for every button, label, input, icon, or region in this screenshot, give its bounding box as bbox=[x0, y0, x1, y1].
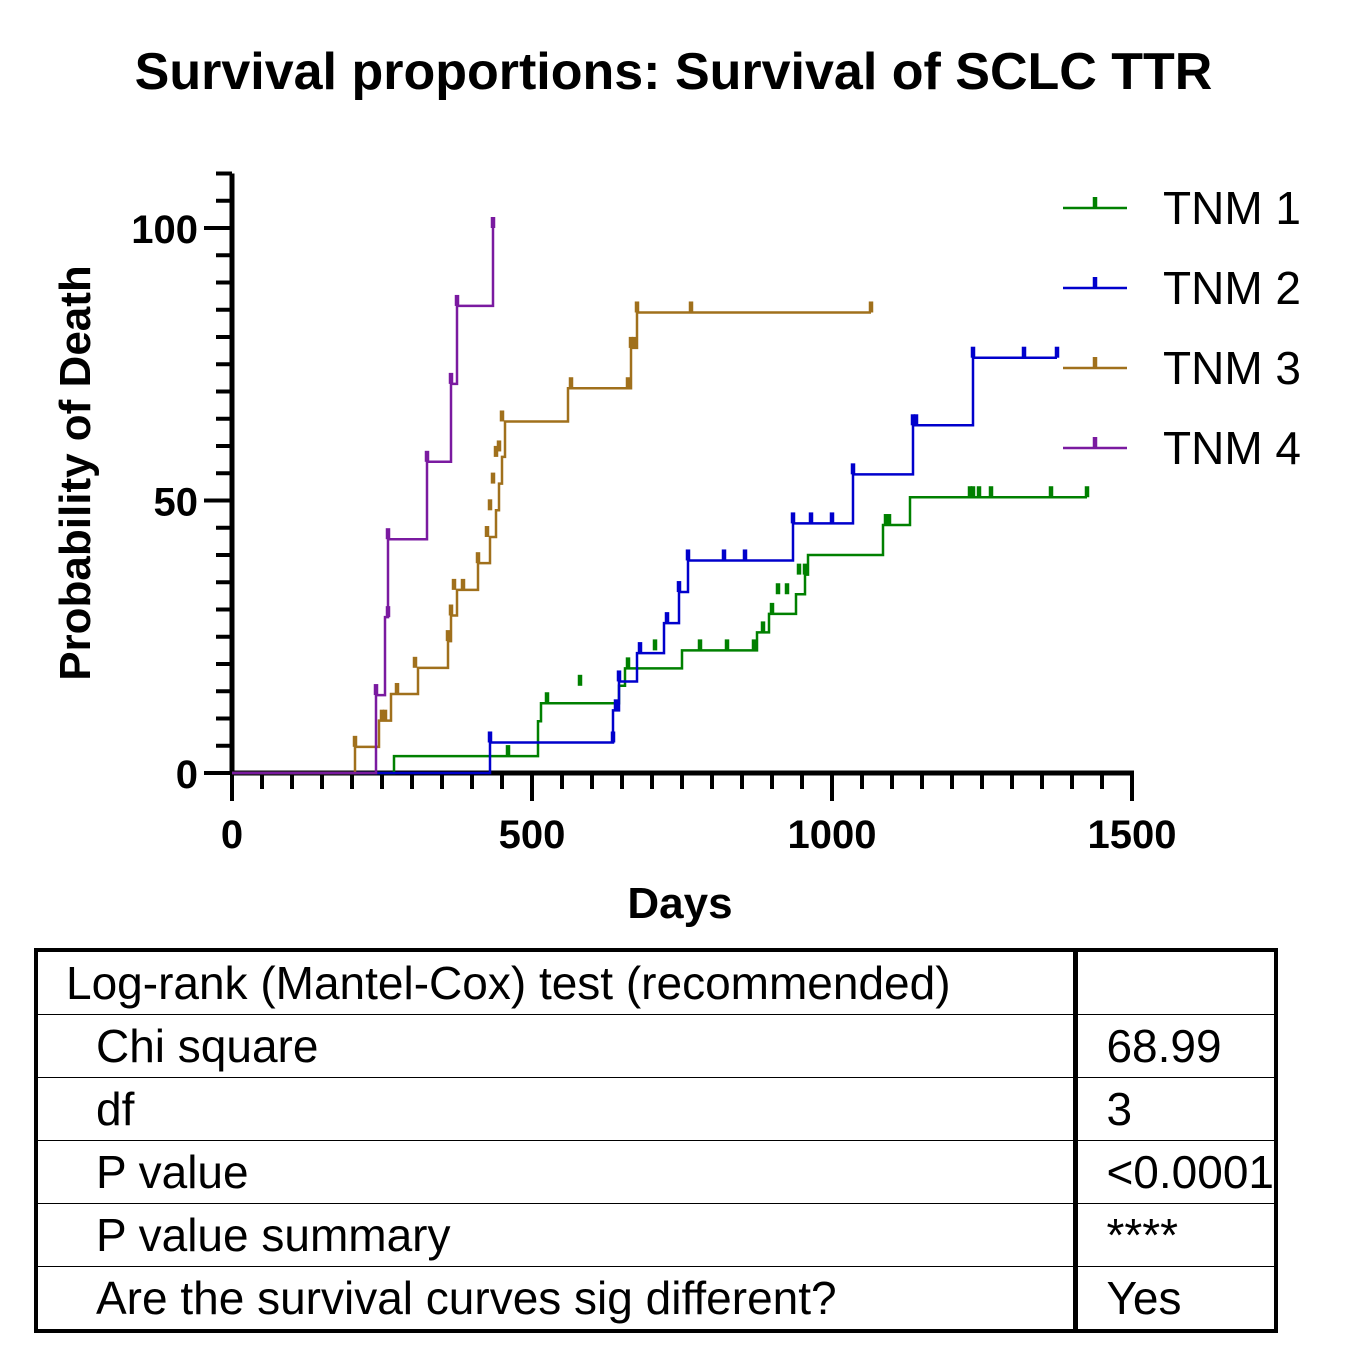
x-tick-label: 1000 bbox=[788, 813, 877, 857]
legend-item: TNM 1 bbox=[1063, 182, 1301, 234]
row-label: P value bbox=[36, 1140, 1076, 1204]
legend-label: TNM 3 bbox=[1163, 342, 1301, 394]
x-tick-label: 0 bbox=[221, 813, 243, 857]
legend-item: TNM 2 bbox=[1063, 262, 1301, 314]
row-label: P value summary bbox=[36, 1203, 1076, 1267]
table-header-row: Log-rank (Mantel-Cox) test (recommended) bbox=[36, 950, 1276, 1015]
series-lines bbox=[232, 217, 1090, 775]
table-row: P value <0.0001 bbox=[36, 1140, 1276, 1204]
log-rank-test-table: Log-rank (Mantel-Cox) test (recommended)… bbox=[34, 948, 1278, 1333]
legend-item: TNM 3 bbox=[1063, 342, 1301, 394]
legend-item: TNM 4 bbox=[1063, 422, 1301, 474]
table-row: df 3 bbox=[36, 1077, 1276, 1141]
row-label: Chi square bbox=[36, 1014, 1076, 1078]
row-label: Are the survival curves sig different? bbox=[36, 1266, 1076, 1331]
series-line-tnm-4 bbox=[232, 228, 495, 775]
row-label: Log-rank (Mantel-Cox) test (recommended) bbox=[66, 957, 951, 1009]
row-value: 68.99 bbox=[1073, 1014, 1276, 1078]
table-row: P value summary **** bbox=[36, 1203, 1276, 1267]
row-value: **** bbox=[1073, 1203, 1276, 1267]
row-value bbox=[1073, 950, 1276, 1015]
row-value: Yes bbox=[1073, 1266, 1276, 1331]
legend-label: TNM 4 bbox=[1163, 422, 1301, 474]
row-value: 3 bbox=[1073, 1077, 1276, 1141]
chart-title: Survival proportions: Survival of SCLC T… bbox=[134, 43, 1213, 101]
row-value: <0.0001 bbox=[1073, 1140, 1276, 1204]
legend-label: TNM 1 bbox=[1163, 182, 1301, 234]
y-axis-label: Probability of Death bbox=[51, 265, 100, 681]
legend-label: TNM 2 bbox=[1163, 262, 1301, 314]
series-line-tnm-2 bbox=[232, 356, 1057, 775]
table-row: Chi square 68.99 bbox=[36, 1014, 1276, 1078]
x-tick-label: 1500 bbox=[1088, 813, 1177, 857]
legend: TNM 1 TNM 2 TNM 3 TNM 4 bbox=[1063, 182, 1301, 474]
y-tick-label: 50 bbox=[154, 481, 199, 525]
y-tick-label: 0 bbox=[176, 753, 198, 797]
x-tick-label: 500 bbox=[499, 813, 566, 857]
series-line-tnm-3 bbox=[232, 311, 871, 775]
series-line-tnm-1 bbox=[232, 495, 1087, 775]
table-row: Are the survival curves sig different? Ye… bbox=[36, 1266, 1276, 1331]
x-axis-label: Days bbox=[627, 879, 732, 928]
y-tick-label: 100 bbox=[131, 208, 198, 252]
row-label: df bbox=[36, 1077, 1076, 1141]
